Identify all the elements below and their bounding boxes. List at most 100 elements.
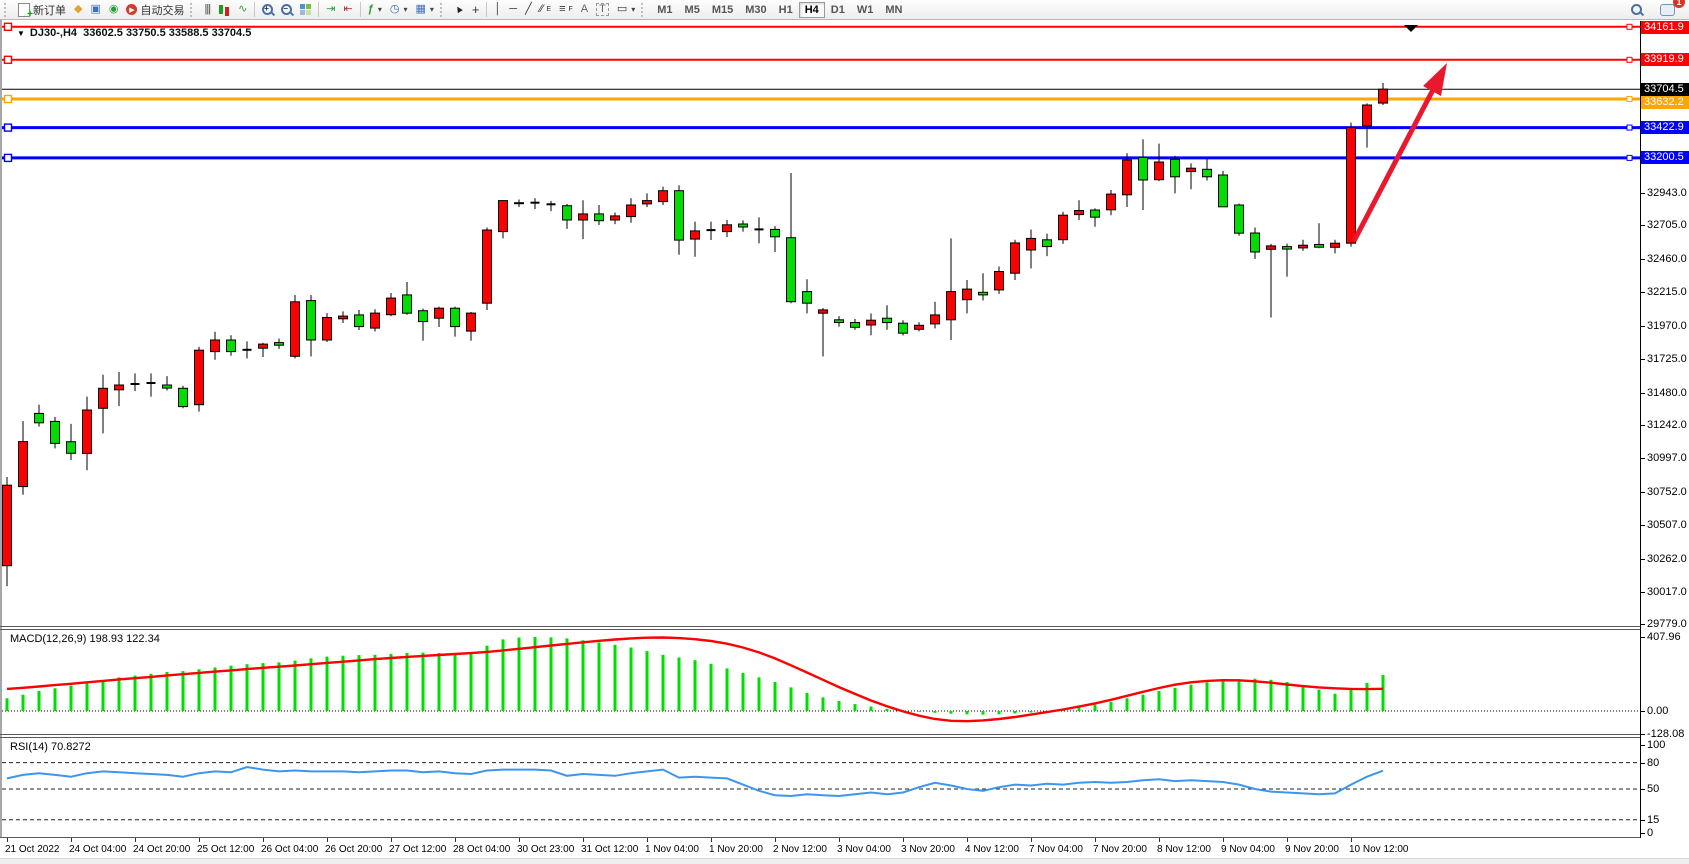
time-axis[interactable] [0, 838, 1689, 858]
time-axis-tick [1223, 838, 1224, 842]
crosshair-tool-button[interactable]: + [468, 0, 484, 19]
toolbar-grip[interactable] [641, 2, 648, 17]
hline-right-anchor[interactable] [1626, 154, 1633, 161]
toolbar-grip[interactable] [4, 2, 11, 17]
shapes-tool-button[interactable]: ▭ ▾ [613, 0, 639, 19]
indicators-icon: ƒ [367, 3, 374, 15]
autotrade-button[interactable]: ▶ 自动交易 [122, 0, 188, 19]
hline-left-anchor[interactable] [3, 153, 13, 163]
trend-arrow[interactable] [1351, 82, 1439, 243]
templates-button[interactable]: ▦ ▾ [411, 0, 437, 19]
candlestick-chart-button[interactable] [214, 0, 234, 19]
rsi-axis-label: 0 [1647, 827, 1654, 839]
toolbar-grip[interactable] [439, 2, 447, 17]
fibonacci-tool-button[interactable]: ≡ F [555, 0, 577, 19]
price-axis-tick [1640, 425, 1645, 426]
timeframe-mn-button[interactable]: MN [885, 3, 903, 16]
horizontal-line-tool-button[interactable]: ─ [505, 0, 521, 19]
price-axis-line [1640, 21, 1641, 838]
zoom-in-button[interactable]: + [258, 0, 277, 19]
price-line-label: 34161.9 [1641, 21, 1689, 34]
trendline-tool-button[interactable]: ╱ [521, 0, 536, 19]
timeframe-m30-button[interactable]: M30 [745, 3, 767, 16]
timeframe-m1-button[interactable]: M1 [657, 3, 673, 16]
equidistant-channel-tool-button[interactable]: ∕∕ E [536, 0, 555, 19]
chart-title: ▼ DJ30-,H4 33602.5 33750.5 33588.5 33704.… [17, 27, 251, 39]
search-icon [1631, 4, 1642, 15]
notifications-button[interactable]: 1 [1656, 0, 1685, 19]
macd-axis-label: -128.08 [1647, 728, 1685, 740]
time-axis-label: 24 Oct 04:00 [69, 844, 127, 855]
bar-chart-button[interactable]: ||| [200, 0, 214, 19]
text-tool-button[interactable]: A [577, 0, 592, 19]
hline-left-anchor[interactable] [3, 22, 13, 31]
indicators-button[interactable]: ƒ ▾ [364, 0, 386, 19]
time-axis-tick [903, 838, 904, 842]
new-order-button[interactable]: + 新订单 [14, 0, 70, 19]
hline-left-anchor[interactable] [3, 55, 13, 64]
hline-left-anchor[interactable] [3, 123, 13, 132]
time-axis-label: 7 Nov 20:00 [1093, 844, 1147, 855]
chart-shift-button[interactable]: ⇤ [340, 0, 357, 19]
chart-window [0, 20, 1689, 864]
zoom-out-button[interactable]: − [277, 0, 296, 19]
tile-windows-button[interactable] [296, 0, 315, 19]
macd-indicator-pane[interactable] [0, 630, 1640, 736]
shapes-icon: ▭ [616, 3, 628, 15]
price-line-label: 33632.2 [1641, 96, 1689, 109]
price-tick-label: 30262.0 [1647, 553, 1687, 565]
pane-separator[interactable] [0, 734, 1640, 738]
pane-separator[interactable] [0, 626, 1640, 630]
price-axis-tick [1640, 393, 1645, 394]
hline-right-anchor[interactable] [1626, 124, 1633, 131]
chart-title-caret-icon[interactable]: ▼ [17, 29, 25, 38]
time-axis-tick [647, 838, 648, 842]
tile-windows-icon [300, 4, 312, 15]
trend-arrow-head[interactable] [1423, 63, 1447, 96]
price-tick-label: 31480.0 [1647, 387, 1687, 399]
rsi-indicator-pane[interactable] [0, 738, 1640, 838]
macd-axis-tick [1640, 637, 1645, 638]
time-axis-border [0, 837, 1640, 838]
toolbar-grip[interactable] [190, 2, 197, 17]
data-window-button[interactable]: ▣ [86, 0, 104, 19]
navigator-button[interactable]: ◉ [105, 0, 123, 19]
timeframe-m15-button[interactable]: M15 [711, 3, 734, 16]
auto-scroll-button[interactable]: ⇥ [322, 0, 339, 19]
cursor-tool-button[interactable]: ▲ [450, 0, 468, 19]
timeframe-w1-button[interactable]: W1 [856, 3, 874, 16]
chart-title-ohlc: 33602.5 33750.5 33588.5 33704.5 [83, 27, 252, 39]
line-chart-button[interactable]: ∿ [234, 0, 251, 19]
time-axis-label: 28 Oct 04:00 [453, 844, 511, 855]
price-line-label: 33422.9 [1641, 121, 1689, 134]
new-order-label: 新订单 [33, 4, 66, 17]
hline-right-anchor[interactable] [1626, 56, 1633, 63]
search-button[interactable] [1627, 0, 1646, 19]
time-axis-tick [71, 838, 72, 842]
label-tool-button[interactable]: T [592, 0, 613, 19]
main-price-chart[interactable] [0, 21, 1640, 628]
periods-button[interactable]: ◷ ▾ [386, 0, 412, 19]
zoom-in-icon: + [262, 4, 274, 15]
time-axis-label: 30 Oct 23:00 [517, 844, 575, 855]
hline-right-anchor[interactable] [1626, 23, 1633, 30]
hline-right-anchor[interactable] [1626, 96, 1633, 103]
price-line-label: 33919.9 [1641, 53, 1689, 66]
bottom-bar [0, 858, 1689, 864]
autotrade-label: 自动交易 [140, 4, 185, 17]
symbols-button[interactable]: ◆ [70, 0, 86, 19]
timeframe-h4-button[interactable]: H4 [798, 1, 825, 18]
crosshair-icon: + [471, 2, 480, 17]
chart-title-symbol: DJ30-,H4 [29, 27, 77, 39]
timeframe-h1-button[interactable]: H1 [778, 3, 793, 16]
rsi-axis-label: 100 [1647, 739, 1666, 751]
timeframe-m5-button[interactable]: M5 [684, 3, 700, 16]
clock-icon: ◷ [389, 3, 400, 15]
vertical-line-tool-button[interactable]: │ [490, 0, 505, 19]
rsi-axis-label: 15 [1647, 814, 1660, 826]
dropdown-arrow-icon: ▾ [403, 5, 408, 14]
time-axis-tick [7, 838, 8, 842]
hline-left-anchor[interactable] [3, 94, 13, 104]
timeframe-d1-button[interactable]: D1 [830, 3, 845, 16]
price-axis-tick [1640, 359, 1645, 360]
